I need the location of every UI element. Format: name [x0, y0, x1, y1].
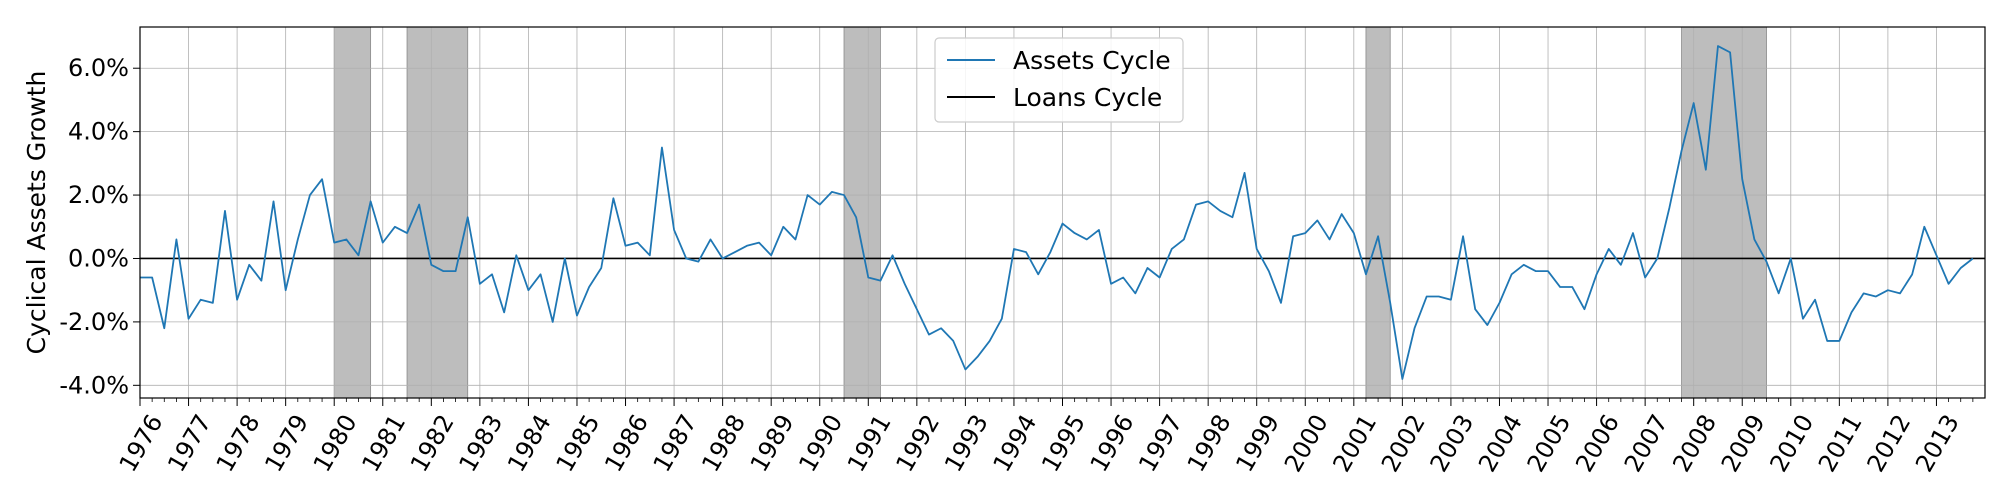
x-tick-label: 1977 — [162, 410, 217, 477]
x-tick-label: 1997 — [1133, 410, 1188, 477]
recession-band-4 — [1681, 26, 1767, 399]
series-line-assets-cycle — [140, 45, 1974, 380]
legend-label-assets-cycle: Assets Cycle — [1013, 46, 1171, 75]
x-tick-label: 2011 — [1813, 410, 1868, 477]
legend: Assets Cycle Loans Cycle — [934, 37, 1184, 123]
x-tick-label: 1999 — [1230, 410, 1285, 477]
x-tick-label: 2012 — [1862, 410, 1917, 477]
x-tick-label: 1990 — [793, 410, 848, 477]
x-tick-label: 2009 — [1716, 410, 1771, 477]
x-tick-label: 1985 — [551, 410, 606, 477]
x-tick-label: 2006 — [1570, 410, 1625, 477]
x-tick-label: 1994 — [988, 410, 1043, 477]
x-tick-label: 1991 — [842, 410, 897, 477]
x-tick-label: 1982 — [405, 410, 460, 477]
y-tick-label: 2.0% — [68, 181, 129, 209]
x-tick-label: 2000 — [1279, 410, 1334, 477]
x-tick-label: 2010 — [1764, 410, 1819, 477]
x-tick-label: 1995 — [1036, 410, 1091, 477]
y-tick-label: 6.0% — [68, 54, 129, 82]
recession-band-2 — [843, 26, 881, 399]
y-tick-label: -4.0% — [59, 371, 129, 399]
recession-band-0 — [333, 26, 372, 399]
x-tick-label: 2004 — [1473, 410, 1528, 477]
recession-band-1 — [406, 26, 469, 399]
legend-label-loans-cycle: Loans Cycle — [1013, 83, 1162, 112]
y-axis-label: Cyclical Assets Growth — [22, 71, 51, 355]
x-tick-label: 2002 — [1376, 410, 1431, 477]
x-tick-label: 1983 — [454, 410, 509, 477]
x-axis: 1976197719781979198019811982198319841985… — [114, 398, 1974, 477]
x-tick-label: 2001 — [1327, 410, 1382, 477]
x-tick-label: 2003 — [1425, 410, 1480, 477]
x-tick-label: 1984 — [502, 410, 557, 477]
recession-band-3 — [1365, 26, 1391, 399]
x-tick-label: 1987 — [648, 410, 703, 477]
y-tick-label: 4.0% — [68, 118, 129, 146]
x-tick-label: 1976 — [114, 410, 169, 477]
x-tick-label: 1992 — [890, 410, 945, 477]
x-tick-label: 2013 — [1910, 410, 1965, 477]
y-tick-label: -2.0% — [59, 308, 129, 336]
x-tick-label: 1986 — [599, 410, 654, 477]
x-tick-label: 1996 — [1085, 410, 1140, 477]
x-tick-label: 1980 — [308, 410, 363, 477]
x-tick-label: 1979 — [259, 410, 314, 477]
series-layer — [140, 45, 1985, 380]
x-tick-label: 1981 — [356, 410, 411, 477]
y-axis: -4.0% -2.0% 0.0% 2.0% 4.0% 6.0% — [59, 54, 140, 399]
x-tick-label: 1988 — [696, 410, 751, 477]
x-tick-label: 1989 — [745, 410, 800, 477]
legend-box — [934, 37, 1184, 123]
x-tick-label: 2005 — [1522, 410, 1577, 477]
recession-shading-layer — [333, 26, 1767, 399]
x-tick-label: 1998 — [1182, 410, 1237, 477]
x-tick-label: 1993 — [939, 410, 994, 477]
x-tick-label: 2008 — [1667, 410, 1722, 477]
x-tick-label: 1978 — [211, 410, 266, 477]
y-tick-label: 0.0% — [68, 244, 129, 272]
x-tick-label: 2007 — [1619, 410, 1674, 477]
